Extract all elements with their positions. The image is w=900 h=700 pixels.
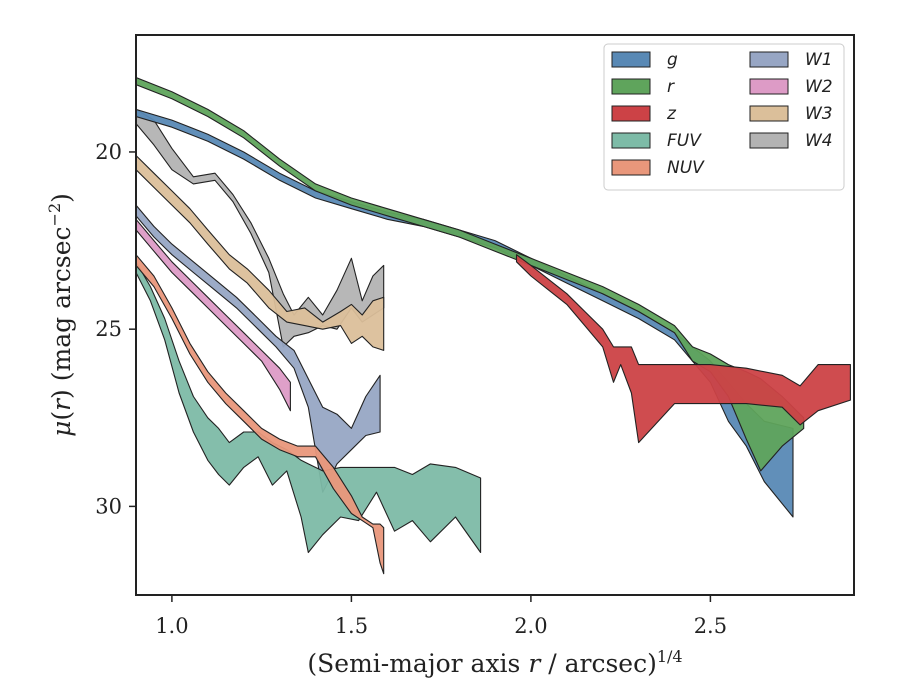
legend-label-g: g (667, 50, 678, 70)
legend: grz FUV NUV W1 W2 W3 W4 (603, 43, 845, 191)
x-tick-label: 1.0 (155, 614, 188, 638)
x-tick-label: 2.5 (694, 614, 727, 638)
band-w2 (136, 218, 291, 412)
legend-label-w1: W1 (805, 50, 833, 70)
plot-frame (135, 34, 855, 596)
legend-label-w3: W3 (805, 104, 833, 124)
legend-swatch-fuv (611, 132, 651, 149)
x-tick-label: 1.5 (335, 614, 368, 638)
y-axis-label: μ(r) (mag arcsec−2) (45, 193, 76, 437)
band-w3 (136, 154, 385, 351)
legend-label-nuv: NUV (667, 158, 705, 178)
y-tick-label: 30 (95, 494, 122, 518)
legend-label-z: z (666, 104, 677, 124)
x-axis-label: (Semi-major axis r / arcsec)1/4 (307, 647, 682, 678)
band-w1 (136, 204, 381, 493)
legend-label-r: r (667, 77, 675, 97)
legend-swatch-w3 (749, 105, 789, 122)
legend-label-w4: W4 (805, 131, 833, 151)
x-tick-label: 2.0 (514, 614, 547, 638)
legend-swatch-nuv (611, 159, 651, 176)
legend-swatch-w1 (749, 51, 789, 68)
band-nuv (136, 254, 385, 575)
y-tick-label: 25 (95, 317, 122, 341)
legend-swatch-z (611, 105, 651, 122)
y-tick-label: 20 (95, 140, 122, 164)
series-layer (136, 76, 851, 575)
legend-swatch-g (611, 51, 651, 68)
band-z (515, 254, 851, 444)
band-fuv (136, 261, 482, 554)
legend-label-w2: W2 (805, 77, 833, 97)
legend-swatch-r (611, 78, 651, 95)
legend-swatch-w4 (749, 132, 789, 149)
legend-swatch-w2 (749, 78, 789, 95)
band-r (136, 76, 805, 472)
legend-label-fuv: FUV (667, 131, 702, 151)
ticks-layer: 1.0 1.5 2.0 2.5 20 25 30 (95, 140, 727, 638)
